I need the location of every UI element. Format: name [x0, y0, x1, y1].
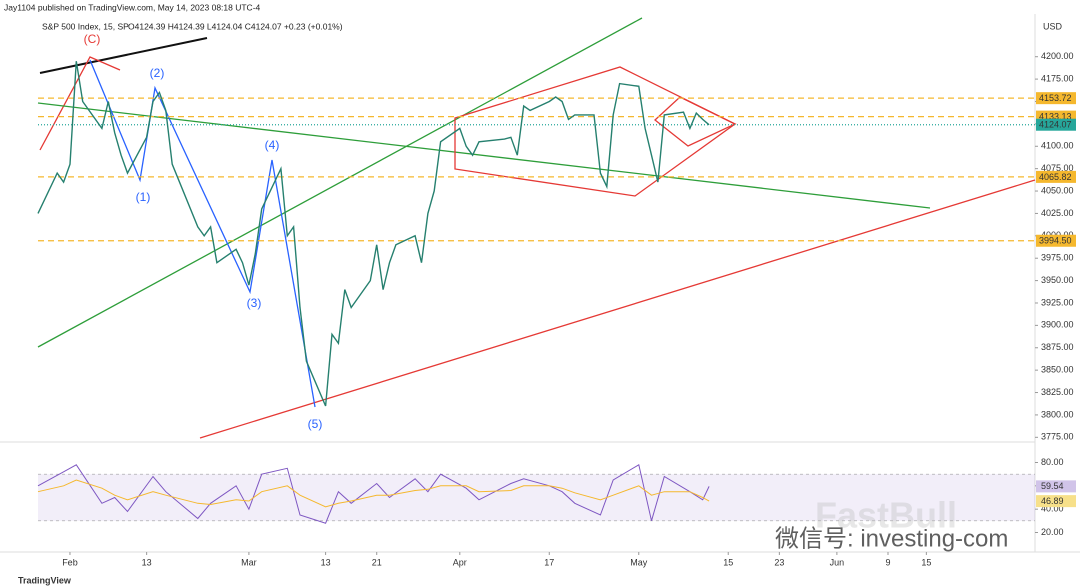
y-tick-label: 4050.00	[1041, 185, 1074, 195]
y-tick-label: 3900.00	[1041, 320, 1074, 330]
ohlc: O4124.39 H4124.39 L4124.04 C4124.07 +0.2…	[128, 21, 343, 31]
x-tick-label: May	[630, 557, 648, 567]
series-line	[37, 61, 710, 407]
x-tick-label: 13	[321, 557, 331, 567]
x-tick-label: 15	[723, 557, 733, 567]
x-tick-label: Apr	[453, 557, 467, 567]
watermark: FastBull	[815, 495, 957, 536]
trendline	[39, 37, 208, 74]
y-tick-label: 3950.00	[1041, 275, 1074, 285]
symbol: S&P 500 Index, 15, SP	[42, 21, 129, 31]
price-tag-label: 4065.82	[1039, 172, 1072, 182]
wave-label: (C)	[84, 32, 101, 46]
price-tag	[1036, 118, 1076, 131]
footer-logo: TradingView	[18, 575, 72, 585]
y-tick-label: 80.00	[1041, 457, 1064, 467]
wave-label: (1)	[136, 190, 151, 204]
y-tick-label: 20.00	[1041, 527, 1064, 537]
value-tag	[1036, 480, 1076, 493]
x-tick-label: 17	[544, 557, 554, 567]
trendline	[199, 179, 1036, 439]
y-tick-label: 3925.00	[1041, 297, 1074, 307]
y-tick-label: 3975.00	[1041, 253, 1074, 263]
y-tick-label: 4025.00	[1041, 208, 1074, 218]
y-tick-label: 3800.00	[1041, 409, 1074, 419]
price-tag	[1036, 170, 1076, 183]
price-tag-label: 4124.07	[1039, 120, 1072, 130]
trendline	[37, 17, 643, 348]
x-tick-label: 21	[372, 557, 382, 567]
y-tick-label: 4200.00	[1041, 51, 1074, 61]
y-tick-label: 3825.00	[1041, 387, 1074, 397]
value-tag	[1036, 495, 1076, 508]
watermark: 微信号: investing-com	[775, 525, 1008, 552]
price-tag-label: 4133.13	[1039, 111, 1072, 121]
drawings	[37, 17, 1036, 439]
diamond	[454, 66, 737, 197]
trendline	[39, 56, 121, 151]
diamond-small	[653, 96, 737, 147]
y-tick-label: 40.00	[1041, 504, 1064, 514]
x-tick-label: Feb	[62, 557, 78, 567]
y-tick-label: 3875.00	[1041, 342, 1074, 352]
x-tick-label: 15	[921, 557, 931, 567]
value-tag-label: 46.89	[1041, 496, 1064, 506]
price-tag-label: 4153.72	[1039, 93, 1072, 103]
author-line: Jay1104 published on TradingView.com, Ma…	[4, 2, 261, 12]
marks: 3775.00 3800.00 3825.00 3850.00 3875.00 3900.…	[37, 51, 1076, 567]
value-tag-label: 59.54	[1041, 481, 1064, 491]
x-tick-label: 23	[774, 557, 784, 567]
wave-label: (4)	[265, 138, 280, 152]
x-tick-label: 9	[885, 557, 890, 567]
wave-label: (5)	[308, 417, 323, 431]
series-line	[37, 464, 710, 524]
x-tick-label: 13	[142, 557, 152, 567]
currency: USD	[1043, 21, 1063, 31]
y-tick-label: 3775.00	[1041, 432, 1074, 442]
trendline	[37, 102, 931, 209]
y-tick-label: 4175.00	[1041, 73, 1074, 83]
y-tick-label: 3850.00	[1041, 365, 1074, 375]
wave-label: (3)	[247, 296, 262, 310]
price-tag	[1036, 234, 1076, 247]
y-tick-label: 4075.00	[1041, 163, 1074, 173]
price-tag	[1036, 92, 1076, 105]
wave-label: (2)	[150, 66, 165, 80]
x-tick-label: Jun	[830, 557, 845, 567]
wave-path	[89, 59, 316, 408]
series-line	[37, 479, 710, 508]
price-tag-label: 3994.50	[1039, 236, 1072, 246]
x-tick-label: Mar	[241, 557, 257, 567]
y-tick-label: 4100.00	[1041, 141, 1074, 151]
